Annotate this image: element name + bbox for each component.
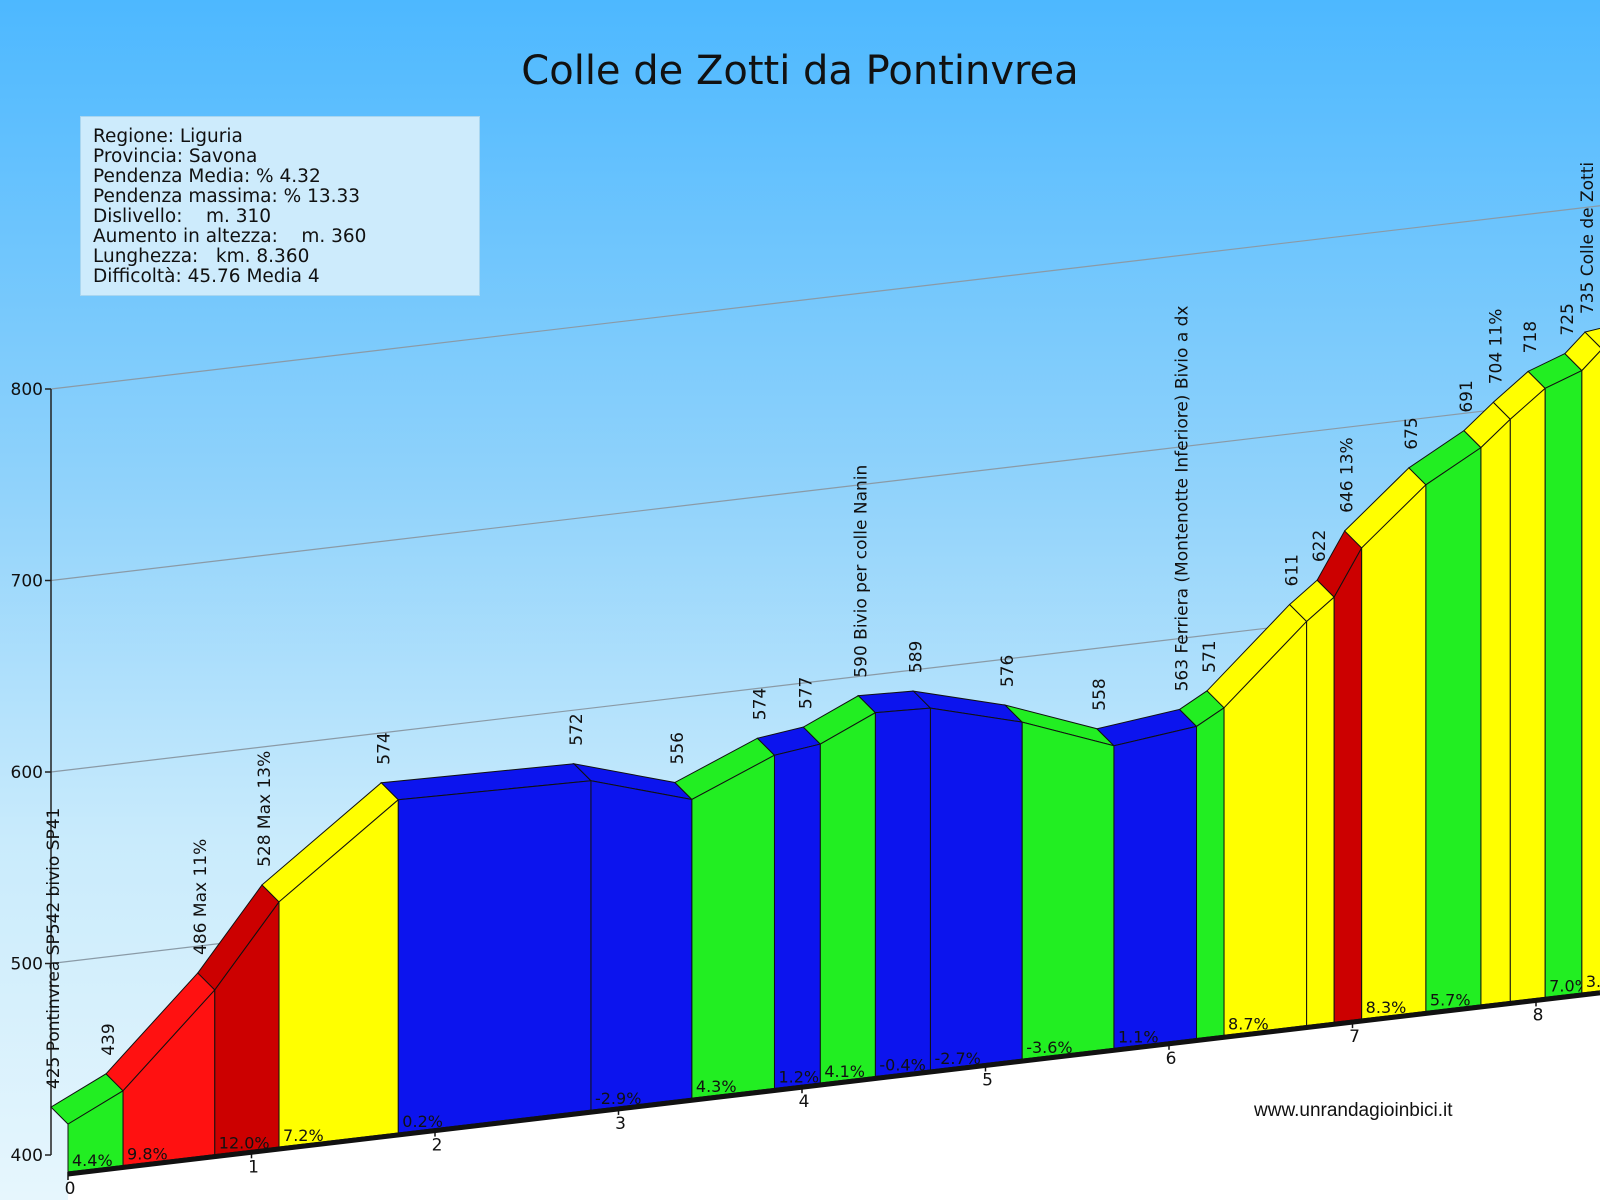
segment-front-face: [590, 780, 693, 1111]
point-altitude-label: 725: [1558, 303, 1578, 335]
point-altitude-label: 611: [1283, 554, 1303, 586]
segment-grade-label: 8.3%: [1366, 998, 1407, 1017]
x-tick-label: 8: [1533, 1005, 1544, 1025]
point-altitude-label: 563 Ferriera (Montenotte Inferiore) Bivi…: [1173, 305, 1193, 691]
segment-front-face: [1361, 483, 1427, 1020]
segment-grade-label: 9.8%: [127, 1144, 168, 1163]
x-tick-label: 7: [1349, 1027, 1360, 1047]
point-altitude-label: 571: [1200, 640, 1220, 672]
segment-grade-label: 7.0%: [1549, 976, 1590, 995]
x-tick-label: 5: [982, 1071, 993, 1091]
segment-grade-label: 8.7%: [1228, 1014, 1269, 1033]
y-tick-label: 700: [11, 572, 43, 592]
segment-front-face: [773, 743, 821, 1090]
segment-front-face: [691, 754, 775, 1099]
climb-info-box: Regione: Liguria Provincia: Savona Pende…: [80, 116, 480, 296]
point-altitude-label: 576: [998, 655, 1018, 687]
point-altitude-label: 735 Colle de Zotti: [1578, 162, 1598, 314]
point-altitude-label: 704 11%: [1486, 309, 1506, 385]
segment-front-face: [819, 711, 876, 1084]
segment-grade-label: -3.6%: [1026, 1038, 1072, 1057]
info-length: Lunghezza: km. 8.360: [93, 246, 310, 267]
x-tick-label: 1: [248, 1157, 259, 1177]
segment-front-face: [929, 707, 1023, 1071]
point-altitude-label: 691: [1457, 380, 1477, 412]
info-region: Regione: Liguria: [93, 126, 243, 147]
segment-front-face: [1021, 721, 1115, 1060]
point-altitude-label: 718: [1521, 321, 1541, 353]
segment-grade-label: -0.4%: [879, 1056, 925, 1075]
point-altitude-label: 589: [906, 641, 926, 673]
x-tick-label: 2: [432, 1136, 443, 1156]
point-altitude-label: 528 Max 13%: [255, 751, 275, 867]
segment-front-face: [1196, 706, 1225, 1040]
point-altitude-label: 558: [1090, 678, 1110, 710]
segment-grade-label: 4.1%: [824, 1062, 865, 1081]
segment-grade-label: -2.7%: [934, 1049, 980, 1068]
point-altitude-label: 622: [1310, 530, 1330, 562]
website-credit: www.unrandagioinbici.it: [1254, 1100, 1453, 1121]
segment-front-face: [278, 798, 399, 1148]
point-altitude-label: 572: [567, 713, 587, 745]
point-altitude-label: 574: [750, 688, 770, 720]
segment-grade-label: -2.9%: [595, 1089, 641, 1108]
point-altitude-label: 486 Max 11%: [191, 839, 211, 955]
point-altitude-label: 439: [99, 1023, 119, 1055]
y-tick-label: 800: [11, 380, 43, 400]
segment-grade-label: 1.2%: [778, 1067, 819, 1086]
point-altitude-label: 425 Pontinvrea SP542 bivio SP41: [44, 808, 64, 1089]
y-tick-label: 600: [11, 763, 43, 783]
segment-grade-label: 4.3%: [696, 1077, 737, 1096]
segment-grade-label: 12.0%: [219, 1134, 270, 1153]
grid-line: [50, 396, 1600, 582]
point-altitude-label: 574: [374, 732, 394, 764]
x-tick-label: 4: [799, 1092, 810, 1112]
segment-front-face: [397, 780, 592, 1134]
x-tick-label: 0: [65, 1179, 76, 1199]
info-average-gradient: Pendenza Media: % 4.32: [93, 166, 321, 187]
x-tick-label: 3: [615, 1114, 626, 1134]
segment-grade-label: 0.2%: [402, 1112, 443, 1131]
point-altitude-label: 556: [668, 732, 688, 764]
x-axis-line: [67, 990, 1600, 1177]
point-altitude-label: 675: [1402, 417, 1422, 449]
point-altitude-label: 590 Bivio per colle Nanin: [851, 465, 871, 678]
segment-front-face: [1113, 725, 1198, 1049]
segment-front-face: [1306, 596, 1335, 1027]
x-tick-label: 6: [1166, 1049, 1177, 1069]
segment-front-face: [1544, 369, 1583, 998]
segment-front-face: [874, 707, 931, 1078]
point-altitude-label: 646 13%: [1338, 437, 1358, 513]
segment-grade-label: 1.1%: [1118, 1027, 1159, 1046]
info-difficulty: Difficoltà: 45.76 Media 4: [93, 266, 320, 287]
y-tick-label: 400: [11, 1146, 43, 1166]
info-province: Provincia: Savona: [93, 146, 258, 167]
segment-top-face: [1584, 327, 1600, 348]
y-tick-label: 500: [11, 955, 43, 975]
chart-title: Colle de Zotti da Pontinvrea: [521, 48, 1079, 94]
grid-line: [50, 205, 1600, 390]
point-altitude-label: 577: [796, 677, 816, 709]
segment-grade-label: 4.4%: [72, 1151, 113, 1170]
segment-front-face: [1581, 350, 1600, 994]
segment-front-face: [1333, 546, 1363, 1023]
info-elevation-difference: Dislivello: m. 310: [93, 206, 272, 227]
info-max-gradient: Pendenza massima: % 13.33: [93, 186, 361, 207]
segment-front-face: [1509, 387, 1546, 1003]
segment-front-face: [1425, 446, 1482, 1012]
segment-grade-label: 5.7%: [1430, 990, 1471, 1009]
segment-grade-label: 3.5%: [1586, 972, 1600, 991]
ground-plane: [68, 990, 1600, 1200]
segment-grade-label: 7.2%: [283, 1126, 324, 1145]
info-elevation-gain: Aumento in altezza: m. 360: [93, 226, 367, 247]
segment-front-face: [1480, 418, 1511, 1006]
